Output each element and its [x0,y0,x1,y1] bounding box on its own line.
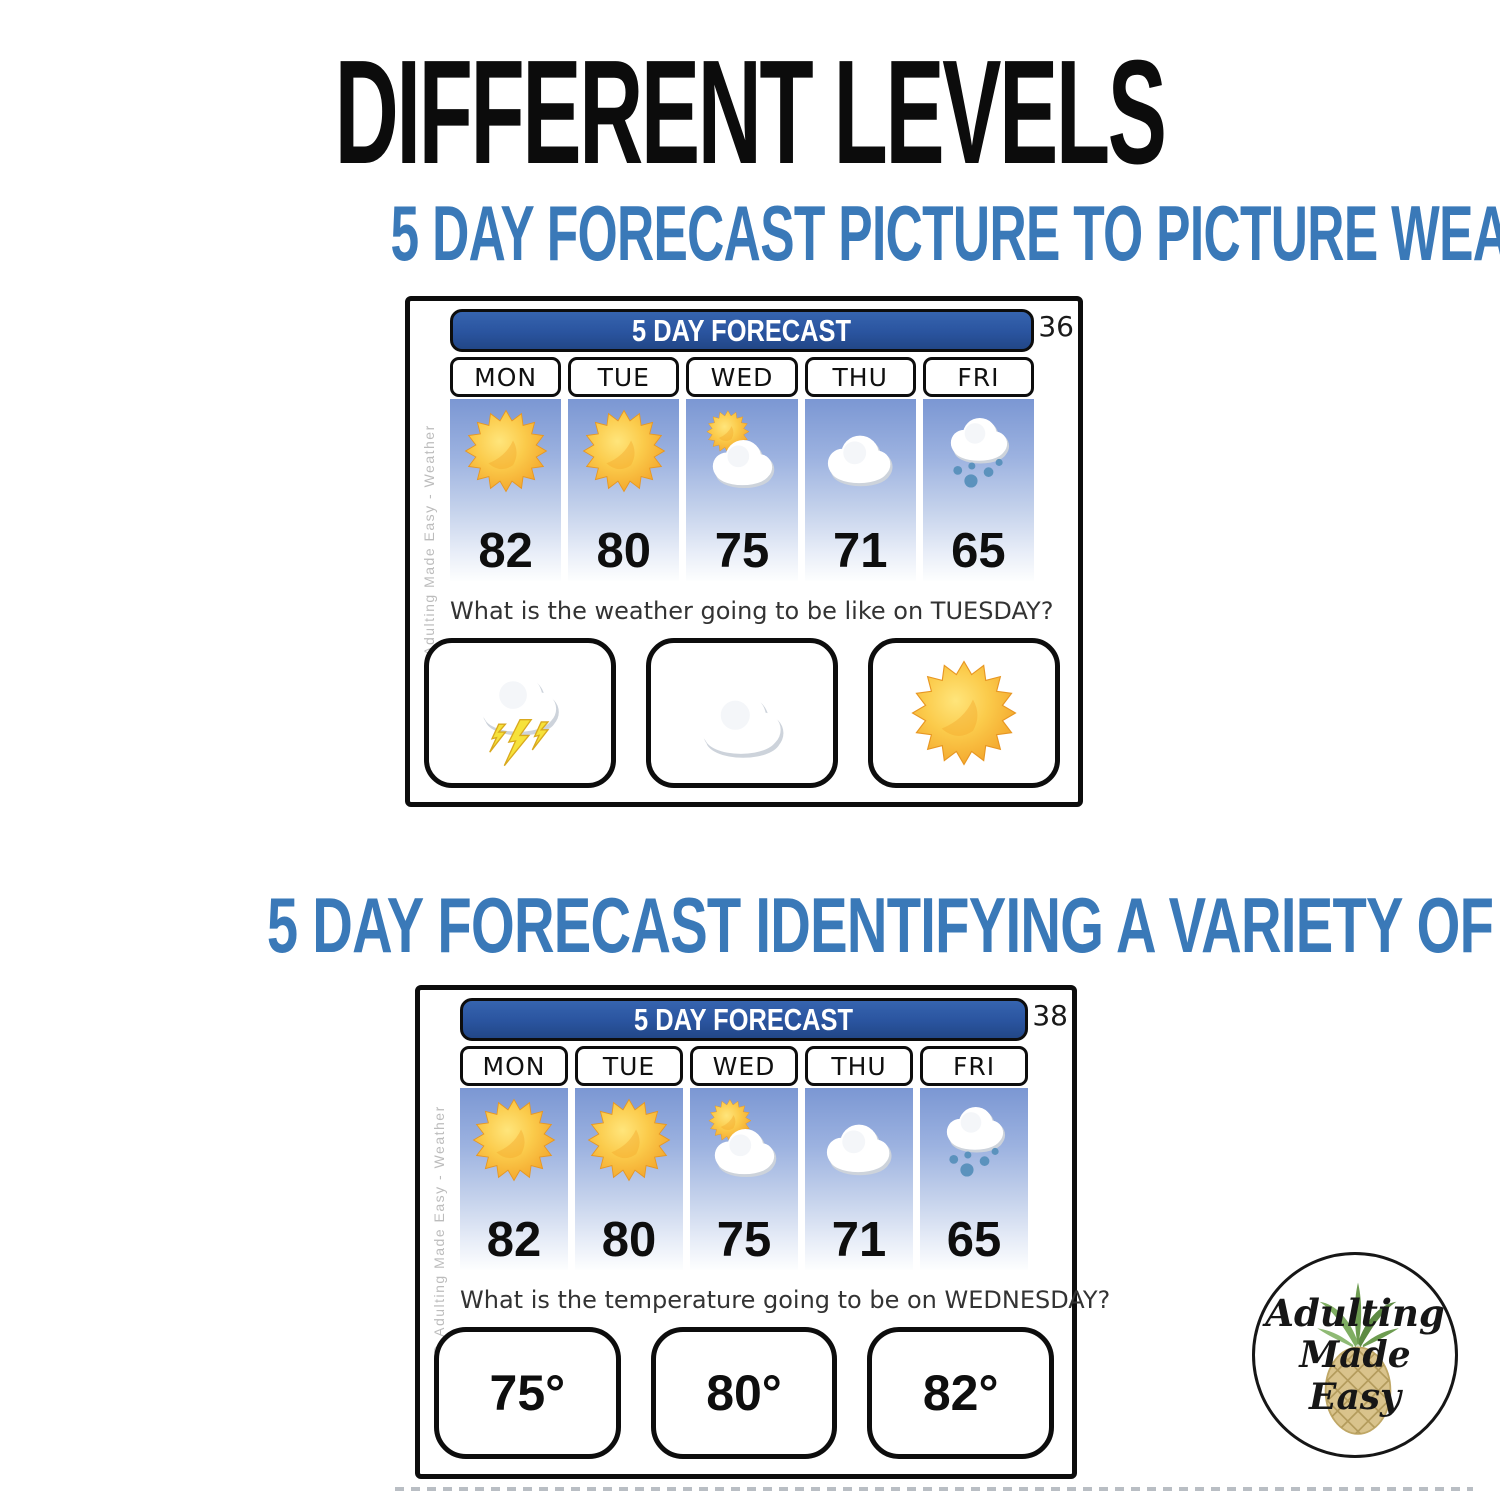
temperature-value: 71 [831,1213,887,1267]
day-label-thu: THU [804,357,916,397]
forecast-column-fri: 65 [920,1088,1028,1270]
forecast-banner: 5 DAY FORECAST [450,309,1034,352]
task-card-36: © Adulting Made Easy - Weather 5 DAY FOR… [405,296,1083,807]
temperature-value: 80 [601,1213,657,1267]
card-number: 38 [1032,999,1068,1032]
cloud-icon [812,407,908,495]
page-title: DIFFERENT LEVELS [335,30,1167,195]
dashed-cut-line [395,1487,1473,1491]
day-label-wed: WED [690,1046,798,1086]
answer-choices [424,638,1060,788]
day-label-wed: WED [686,357,798,397]
pineapple-icon [1317,1282,1399,1435]
section-heading-2: 5 DAY FORECAST IDENTIFYING A VARIETY OF … [266,881,1500,969]
forecast-column-mon: 82 [450,399,562,581]
forecast-column-fri: 65 [922,399,1035,581]
question-text: What is the weather going to be like on … [450,597,1054,625]
day-label-mon: MON [460,1046,568,1086]
forecast-column-wed: 75 [690,1088,798,1270]
answer-option-thunderstorm[interactable] [424,638,616,788]
day-label-tue: TUE [575,1046,683,1086]
sun-icon [458,407,554,495]
sun-behind-cloud-icon [696,1096,792,1184]
section-heading-1: 5 DAY FORECAST PICTURE TO PICTURE WEATHE… [390,189,1500,277]
temperature-value: 82 [486,1213,542,1267]
answer-option-75[interactable]: 75° [434,1327,621,1459]
answer-option-cloudy[interactable] [646,638,838,788]
day-label-fri: FRI [922,357,1035,397]
day-label-tue: TUE [568,357,680,397]
forecast-banner-label: 5 DAY FORECAST [634,1001,854,1037]
forecast-column-thu: 71 [804,399,916,581]
rain-cloud-icon [930,407,1026,495]
answer-option-80[interactable]: 80° [650,1327,838,1459]
sun-icon [576,407,672,495]
logo-wordmark: Adulting Made Easy [1265,1291,1445,1418]
answer-option-82[interactable]: 82° [867,1327,1055,1459]
cloud-icon [811,1096,907,1184]
day-label-thu: THU [805,1046,913,1086]
day-header-row: MON TUE WED THU FRI [460,1046,1028,1086]
card-number: 36 [1038,310,1074,343]
forecast-columns: 82 80 75 71 65 [460,1088,1028,1270]
day-label-mon: MON [450,357,562,397]
rain-cloud-icon [926,1096,1022,1184]
forecast-column-tue: 80 [575,1088,683,1270]
sun-icon [581,1096,677,1184]
sun-icon [903,657,1025,769]
adulting-made-easy-logo: Adulting Made Easy [1252,1252,1458,1458]
question-text: What is the temperature going to be on W… [460,1286,1111,1314]
temperature-value: 75 [716,1213,772,1267]
task-card-38: © Adulting Made Easy - Weather 5 DAY FOR… [415,985,1111,1479]
answer-choices: 75° 80° 82° [434,1327,1055,1459]
forecast-column-thu: 71 [805,1088,913,1270]
temperature-value: 71 [832,524,888,578]
temperature-value: 82 [478,524,533,578]
day-header-row: MON TUE WED THU FRI [450,357,1035,397]
sun-icon [466,1096,562,1184]
forecast-column-wed: 75 [686,399,798,581]
temperature-value: 65 [946,1213,1002,1267]
sun-behind-cloud-icon [694,407,790,495]
answer-option-sunny[interactable] [868,638,1060,788]
forecast-banner: 5 DAY FORECAST [460,998,1028,1041]
forecast-column-tue: 80 [568,399,680,581]
forecast-banner-label: 5 DAY FORECAST [632,312,852,348]
temperature-value: 65 [951,524,1006,578]
day-label-fri: FRI [920,1046,1028,1086]
storm-cloud-icon [459,657,581,769]
forecast-columns: 82 80 75 71 65 [450,399,1035,581]
forecast-column-mon: 82 [460,1088,568,1270]
temperature-value: 75 [714,524,770,578]
temperature-value: 80 [596,524,652,578]
cloud-icon [681,657,803,769]
